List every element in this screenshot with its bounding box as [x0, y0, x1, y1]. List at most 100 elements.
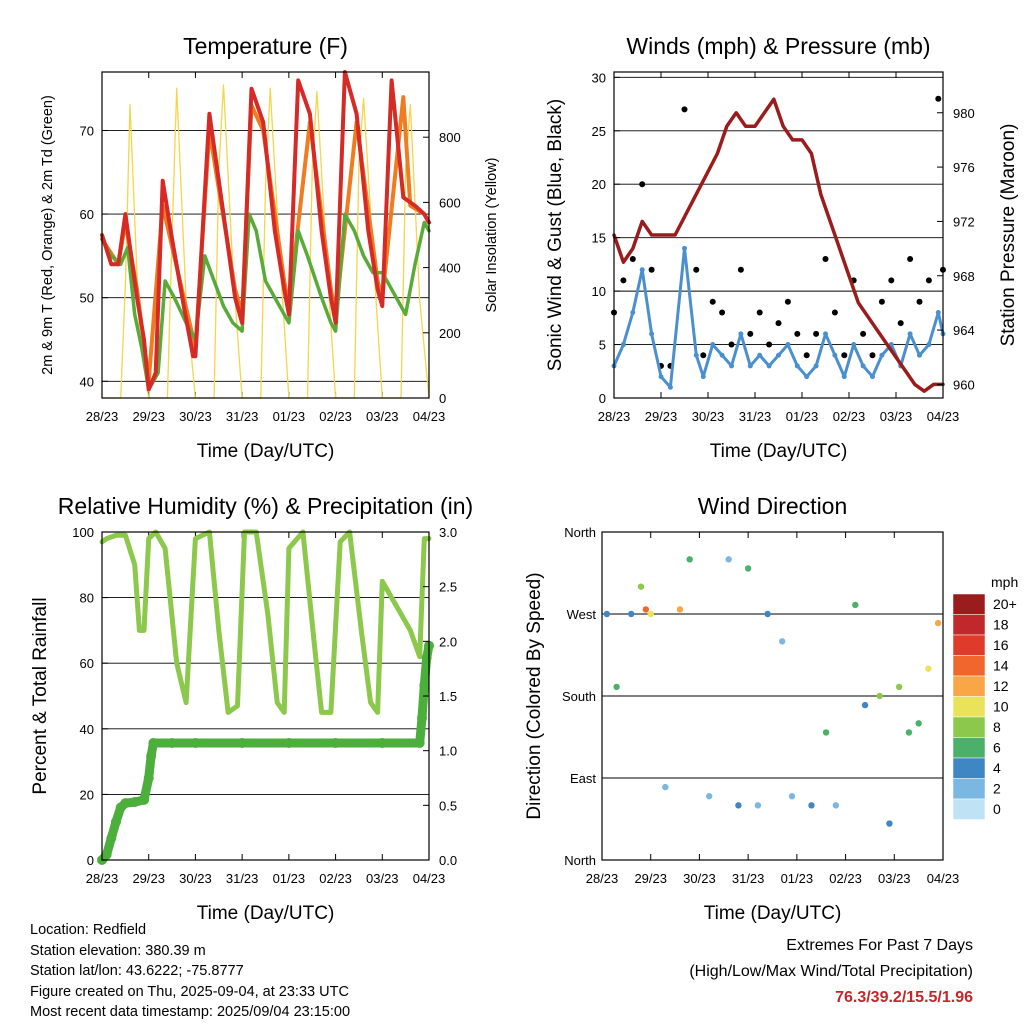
- gust-point: [700, 352, 707, 359]
- wind-point: [917, 352, 922, 358]
- gust-point: [709, 298, 716, 305]
- x-tick-label: 29/23: [132, 409, 165, 424]
- direction-point: [808, 802, 815, 809]
- y-axis-tick-label: 40: [80, 722, 94, 737]
- colorbar-swatch: [952, 737, 986, 759]
- x-tick-label: 04/23: [413, 409, 446, 424]
- x-tick-label: 02/23: [829, 871, 862, 886]
- x-tick-label: 02/23: [833, 409, 866, 424]
- chart-title: Temperature (F): [183, 33, 348, 59]
- chart-title: Relative Humidity (%) & Precipitation (i…: [58, 493, 473, 519]
- y-axis-tick-label: 0: [87, 853, 94, 868]
- gust-point: [935, 95, 942, 102]
- colorbar-label: 6: [993, 740, 1001, 756]
- wind-point: [851, 342, 857, 348]
- wind-point: [860, 363, 866, 369]
- x-tick-label: 03/23: [880, 409, 913, 424]
- wind-point: [841, 374, 847, 380]
- precip-point: [419, 680, 430, 691]
- y-axis-right-tick-label: 2.0: [439, 634, 457, 649]
- precip-point: [330, 738, 341, 749]
- y-axis-label: Percent & Total Rainfall: [30, 597, 51, 794]
- gust-point: [869, 352, 876, 359]
- y-axis-right-tick-label: 2.5: [439, 580, 457, 595]
- gust-point: [737, 266, 744, 273]
- gust-point: [756, 309, 763, 316]
- y-tick-label: South: [562, 689, 596, 704]
- direction-point: [725, 556, 732, 563]
- precip-point: [139, 794, 150, 805]
- x-tick-label: 29/23: [132, 871, 165, 886]
- x-tick-label: 30/23: [179, 409, 212, 424]
- x-tick-label: 30/23: [179, 871, 212, 886]
- gust-point: [648, 266, 655, 273]
- gust-point: [784, 298, 791, 305]
- y-axis-right-tick-label: 0: [439, 391, 446, 406]
- x-tick-label: 03/23: [366, 409, 399, 424]
- direction-point: [603, 610, 611, 618]
- wind-point: [832, 352, 838, 358]
- y-axis-tick-label: 0: [599, 391, 606, 406]
- wind-point: [813, 363, 819, 369]
- y-axis-right-tick-label: 1.0: [439, 744, 457, 759]
- colorbar-swatch: [952, 634, 986, 656]
- gust-point: [620, 277, 627, 284]
- wind-point: [757, 352, 763, 358]
- colorbar-title: mph: [991, 574, 1018, 590]
- precip-point: [190, 738, 201, 749]
- gust-point: [822, 256, 829, 263]
- gust-point: [747, 330, 754, 337]
- y-axis-label-right: Solar Insolation (Yellow): [484, 157, 500, 312]
- x-tick-label: 01/23: [273, 409, 306, 424]
- y-axis-tick-label: 60: [80, 207, 94, 222]
- gust-point: [916, 298, 923, 305]
- precip-point: [111, 816, 122, 827]
- colorbar-label: 2: [993, 781, 1001, 797]
- direction-point: [934, 619, 942, 627]
- wind-point: [926, 342, 932, 348]
- y-axis-right-tick-label: 400: [439, 261, 461, 276]
- direction-point: [647, 610, 654, 618]
- wind-point: [649, 331, 655, 337]
- direction-point: [642, 606, 650, 613]
- direction-point: [686, 556, 693, 563]
- direction-point: [628, 610, 635, 618]
- series-station-pressure: [612, 97, 945, 393]
- y-tick-label: North: [564, 525, 596, 540]
- gust-point: [794, 330, 801, 337]
- figure-created: Figure created on Thu, 2025-09-04, at 23…: [30, 983, 349, 1000]
- colorbar-label: 20+: [993, 596, 1017, 612]
- colorbar-label: 14: [993, 658, 1009, 674]
- colorbar-swatch: [952, 593, 986, 615]
- y-axis-label-right: Station Pressure (Maroon): [998, 124, 1019, 347]
- x-tick-label: 02/23: [319, 409, 352, 424]
- y-axis-right-tick-label: 972: [953, 214, 975, 229]
- precip-point: [106, 833, 117, 844]
- wind-point: [879, 352, 885, 358]
- extremes-title: Extremes For Past 7 Days: [786, 937, 973, 954]
- direction-point: [852, 601, 859, 609]
- chart-panel-4: Wind Direction Time (Day/UTC) 28/23 29/23 30…: [524, 493, 1018, 924]
- colorbar-label: 12: [993, 678, 1009, 694]
- x-tick-label: 31/23: [739, 409, 772, 424]
- precip-point: [129, 797, 140, 808]
- extremes-box: Extremes For Past 7 Days (High/Low/Max W…: [689, 933, 973, 1011]
- y-axis-right-tick-label: 800: [439, 130, 461, 145]
- precip-point: [414, 738, 425, 749]
- colorbar-swatch: [952, 778, 986, 800]
- x-tick-label: 01/23: [273, 871, 306, 886]
- x-tick-label: 03/23: [878, 871, 911, 886]
- wind-point: [823, 331, 828, 337]
- wind-point: [639, 267, 645, 273]
- precip-point: [421, 652, 432, 663]
- y-axis-right-tick-label: 968: [953, 269, 975, 284]
- x-tick-label: 29/23: [645, 409, 678, 424]
- wind-point: [870, 374, 875, 380]
- colorbar-label: 10: [993, 699, 1009, 715]
- colorbar-label: 18: [993, 617, 1009, 633]
- station-info: Location: Redfield Station elevation: 38…: [30, 920, 350, 1023]
- plot-frame: [601, 531, 944, 861]
- gust-point: [878, 298, 885, 305]
- wind-point: [747, 363, 753, 369]
- direction-point: [744, 565, 752, 572]
